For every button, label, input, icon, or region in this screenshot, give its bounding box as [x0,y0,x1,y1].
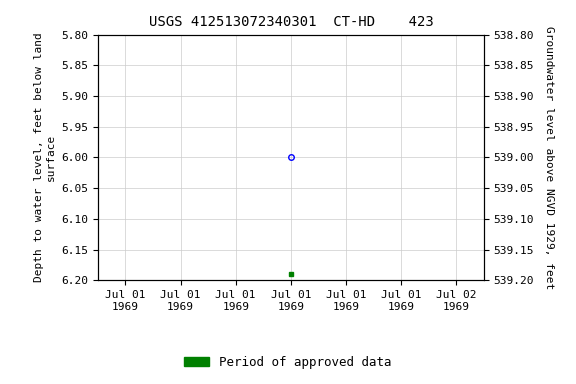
Title: USGS 412513072340301  CT-HD    423: USGS 412513072340301 CT-HD 423 [149,15,433,29]
Y-axis label: Depth to water level, feet below land
surface: Depth to water level, feet below land su… [34,33,56,282]
Legend: Period of approved data: Period of approved data [179,351,397,374]
Y-axis label: Groundwater level above NGVD 1929, feet: Groundwater level above NGVD 1929, feet [544,26,554,289]
